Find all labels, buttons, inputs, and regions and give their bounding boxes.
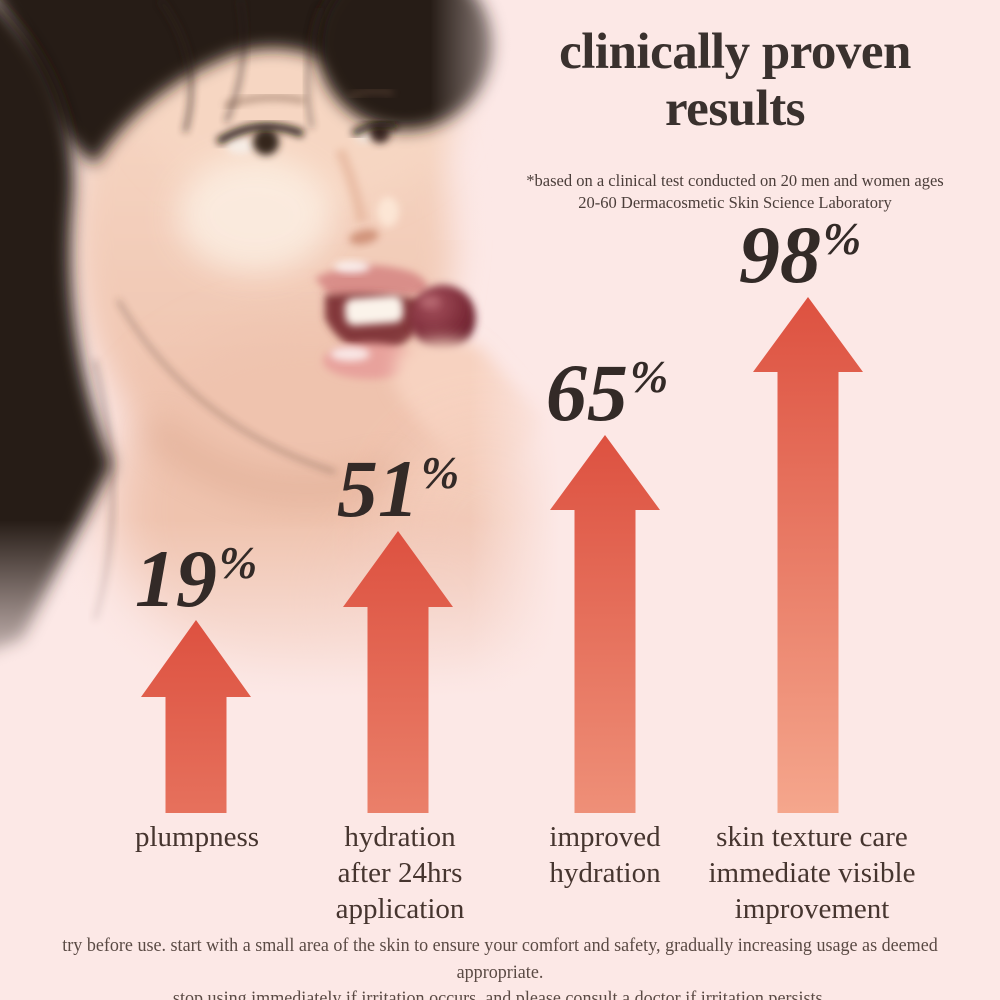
arrow-bar-skin-texture	[753, 297, 863, 813]
percent-label-improved-hydration: 65%	[546, 352, 668, 434]
category-label-hydration-24hrs: hydration after 24hrs application	[335, 821, 465, 925]
percent-value: 65	[545, 347, 628, 438]
model-photo	[0, 0, 560, 700]
percent-sign: %	[218, 537, 258, 588]
percent-label-skin-texture: 98%	[739, 214, 861, 296]
arrow-bar-hydration-24hrs	[343, 531, 453, 813]
percent-sign: %	[629, 351, 669, 402]
category-label-plumpness: plumpness	[134, 821, 260, 853]
percent-label-plumpness: 19%	[135, 538, 257, 620]
category-label-improved-hydration: improved hydration	[549, 821, 661, 889]
percent-value: 98	[738, 209, 821, 300]
percent-label-hydration-24hrs: 51%	[337, 448, 459, 530]
percent-value: 19	[134, 533, 217, 624]
percent-sign: %	[822, 213, 862, 264]
disclaimer-line-1: try before use. start with a small area …	[62, 935, 938, 983]
category-label-skin-texture: skin texture care immediate visible impr…	[708, 821, 916, 925]
disclaimer-line-2: stop using immediately if irritation occ…	[172, 988, 828, 1000]
arrow-bar-improved-hydration	[550, 435, 660, 813]
usage-disclaimer: try before use. start with a small area …	[25, 933, 975, 1000]
arrow-bar-plumpness	[141, 620, 251, 813]
clinical-test-note: *based on a clinical test conducted on 2…	[526, 171, 944, 212]
percent-value: 51	[336, 443, 419, 534]
percent-sign: %	[420, 447, 460, 498]
page-title: clinically proven results	[559, 24, 911, 138]
